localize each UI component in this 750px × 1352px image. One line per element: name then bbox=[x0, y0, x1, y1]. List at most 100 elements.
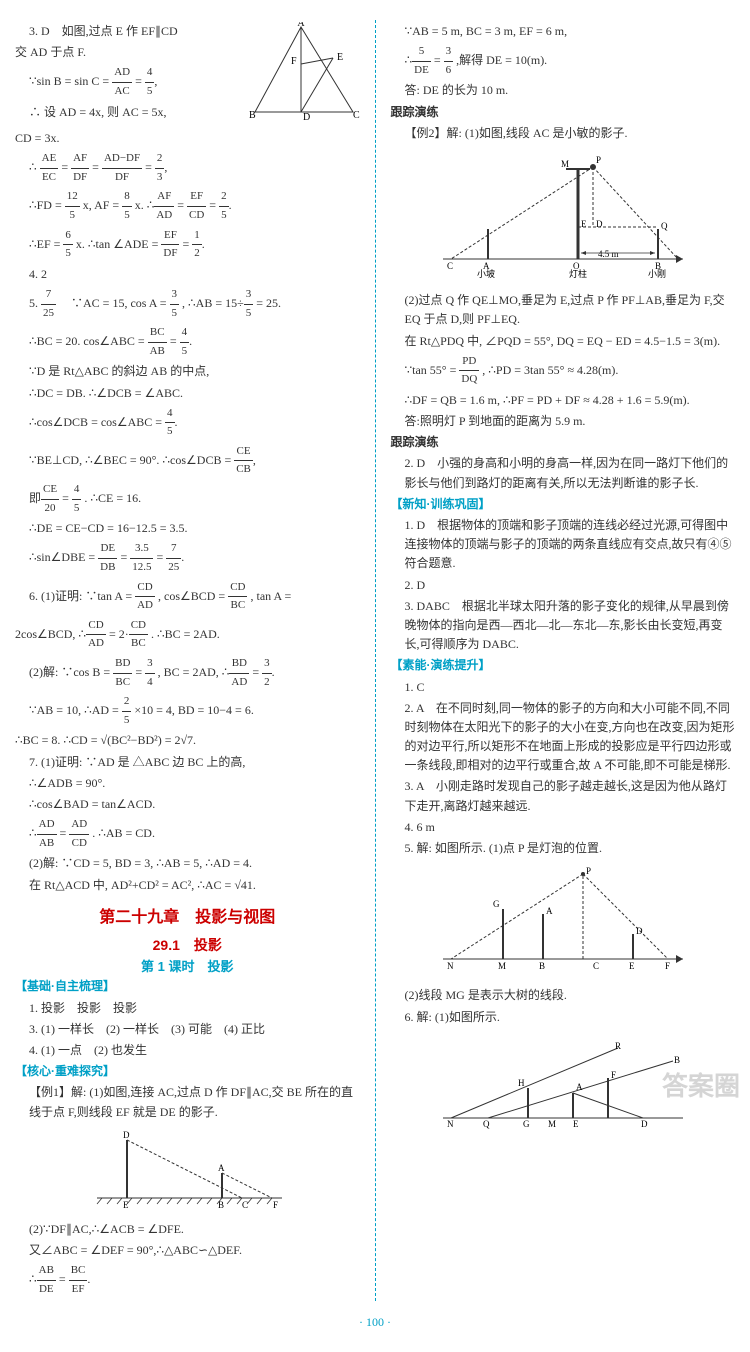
frac: ADAC bbox=[112, 64, 132, 100]
p7-l2: ∴∠ADB = 90°. bbox=[15, 774, 360, 793]
watermark: 答案圈 bbox=[662, 1066, 740, 1108]
base-label: 【基础·自主梳理】 bbox=[15, 977, 360, 996]
svg-text:P: P bbox=[596, 155, 601, 165]
p7-l3: ∴cos∠BAD = tan∠ACD. bbox=[15, 795, 360, 814]
p7-l4: ∴ADAB = ADCD . ∴AB = CD. bbox=[15, 816, 360, 852]
ex2-5: ∴DF = QB = 1.6 m, ∴PF = PD + DF ≈ 4.28 +… bbox=[391, 391, 736, 410]
frac: 45 bbox=[145, 64, 155, 100]
svg-text:A: A bbox=[218, 1163, 225, 1173]
svg-text:D: D bbox=[596, 219, 603, 229]
ex2-4: ∵tan 55° = PDDQ , ∴PD = 3tan 55° ≈ 4.28(… bbox=[391, 353, 736, 389]
svg-text:B: B bbox=[674, 1055, 680, 1065]
svg-text:E: E bbox=[581, 219, 587, 229]
p3-line6: ∴ AEEC = AFDF = AD−DFDF = 23, bbox=[15, 150, 360, 186]
p5-l5: ∴cos∠DCB = cos∠ABC = 45. bbox=[15, 405, 360, 441]
svg-text:M: M bbox=[561, 159, 569, 169]
pt-D: D bbox=[303, 112, 310, 122]
svg-text:F: F bbox=[665, 961, 670, 971]
ex1-2-l2: 又∠ABC = ∠DEF = 90°,∴△ABC∽△DEF. bbox=[15, 1241, 360, 1260]
p3-line8: ∴EF = 65 x. ∴tan ∠ADE = EFDF = 12. bbox=[15, 227, 360, 263]
svg-text:G: G bbox=[493, 899, 500, 909]
svg-text:小坡: 小坡 bbox=[477, 268, 495, 279]
svg-text:D: D bbox=[636, 926, 643, 936]
lamp-figure: M P C A O B E D Q 小坡 灯柱 小刚 4.5 m bbox=[391, 149, 736, 285]
svg-text:灯柱: 灯柱 bbox=[569, 268, 587, 279]
ex1-2-l3: ∴ABDE = BCEF. bbox=[15, 1262, 360, 1298]
svg-text:H: H bbox=[518, 1078, 525, 1088]
p7-l6: 在 Rt△ACD 中, AD²+CD² = AC², ∴AC = √41. bbox=[15, 876, 360, 895]
svg-text:小刚: 小刚 bbox=[648, 269, 666, 279]
svg-text:N: N bbox=[447, 961, 454, 971]
svg-text:E: E bbox=[123, 1200, 129, 1208]
triangle-figure: A B C D E F bbox=[245, 22, 360, 122]
b4: 4. (1) 一点 (2) 也发生 bbox=[15, 1041, 360, 1060]
svg-text:4.5 m: 4.5 m bbox=[598, 249, 619, 259]
p5-l7: 即CE20 = 45 . ∴CE = 16. bbox=[15, 481, 360, 517]
p7-l5: (2)解: ∵CD = 5, BD = 3, ∴AB = 5, ∴AD = 4. bbox=[15, 854, 360, 873]
svg-text:F: F bbox=[273, 1200, 278, 1208]
r2d: 2. D 小强的身高和小明的身高一样,因为在同一路灯下他们的影长与他们到路灯的距… bbox=[391, 454, 736, 492]
s5-2: (2)线段 MG 是表示大树的线段. bbox=[391, 986, 736, 1005]
track2: 跟踪演练 bbox=[391, 433, 736, 452]
column-divider bbox=[375, 20, 376, 1301]
p5-l2: ∴BC = 20. cos∠ABC = BCAB = 45. bbox=[15, 324, 360, 360]
svg-text:R: R bbox=[615, 1041, 621, 1051]
ex2: 【例2】解: (1)如图,线段 AC 是小敏的影子. bbox=[391, 124, 736, 143]
lesson-title: 第 1 课时 投影 bbox=[15, 957, 360, 978]
s5: 5. 解: 如图所示. (1)点 P 是灯泡的位置. bbox=[391, 839, 736, 858]
right-column: ∵AB = 5 m, BC = 3 m, EF = 6 m, ∴5DE = 36… bbox=[391, 20, 736, 1301]
svg-text:A: A bbox=[546, 906, 553, 916]
r3: 答: DE 的长为 10 m. bbox=[391, 81, 736, 100]
svg-text:Q: Q bbox=[661, 221, 668, 231]
p3-line7: ∴FD = 125 x, AF = 85 x. ∴AFAD = EFCD = 2… bbox=[15, 188, 360, 224]
p5-l9: ∴sin∠DBE = DEDB = 3.512.5 = 725. bbox=[15, 540, 360, 576]
track1: 跟踪演练 bbox=[391, 103, 736, 122]
b1: 1. 投影 投影 投影 bbox=[15, 999, 360, 1018]
r1: ∵AB = 5 m, BC = 3 m, EF = 6 m, bbox=[391, 22, 736, 41]
p6-l1: 6. (1)证明: ∵tan A = CDAD , cos∠BCD = CDBC… bbox=[15, 579, 360, 615]
section-number: 29.1 投影 bbox=[15, 934, 360, 956]
svg-text:F: F bbox=[611, 1070, 616, 1080]
pt-F: F bbox=[291, 56, 297, 67]
p6-l3: (2)解: ∵cos B = BDBC = 34 , BC = 2AD, ∴BD… bbox=[15, 655, 360, 691]
x3: 3. DABC 根据北半球太阳升落的影子变化的规律,从早晨到傍晚物体的指向是西—… bbox=[391, 597, 736, 655]
x2: 2. D bbox=[391, 576, 736, 595]
shadow-figure-1: D E F A B C bbox=[15, 1128, 360, 1214]
svg-text:M: M bbox=[498, 961, 506, 971]
svg-text:D: D bbox=[641, 1119, 648, 1129]
txt: ∵sin B = sin C = bbox=[29, 74, 112, 88]
svg-text:C: C bbox=[242, 1200, 248, 1208]
svg-text:C: C bbox=[593, 961, 599, 971]
ex2-6: 答:照明灯 P 到地面的距离为 5.9 m. bbox=[391, 412, 736, 431]
svg-text:E: E bbox=[573, 1119, 579, 1129]
svg-text:N: N bbox=[447, 1119, 454, 1129]
ex1-2-l1: (2)∵DF∥AC,∴∠ACB = ∠DFE. bbox=[15, 1220, 360, 1239]
p3-line5: CD = 3x. bbox=[15, 129, 360, 148]
chapter-title: 第二十九章 投影与视图 bbox=[15, 905, 360, 931]
x1: 1. D 根据物体的顶端和影子顶端的连线必经过光源,可得图中连接物体的顶端与影子… bbox=[391, 516, 736, 574]
svg-text:E: E bbox=[629, 961, 635, 971]
ex2-3: 在 Rt△PDQ 中, ∠PQD = 55°, DQ = EQ − ED = 4… bbox=[391, 332, 736, 351]
pt-A: A bbox=[297, 22, 305, 29]
p4: 4. 2 bbox=[15, 265, 360, 284]
su-label: 【素能·演练提升】 bbox=[391, 656, 736, 675]
core-label: 【核心·重难探究】 bbox=[15, 1062, 360, 1081]
left-column: A B C D E F 3. D 如图,过点 E 作 EF∥CD 交 AD 于点… bbox=[15, 20, 360, 1301]
svg-text:Q: Q bbox=[483, 1119, 490, 1129]
r2: ∴5DE = 36 ,解得 DE = 10(m). bbox=[391, 43, 736, 79]
svg-text:C: C bbox=[447, 261, 453, 271]
svg-text:B: B bbox=[218, 1200, 224, 1208]
s4: 4. 6 m bbox=[391, 818, 736, 837]
svg-text:M: M bbox=[548, 1119, 556, 1129]
p5-l8: ∴DE = CE−CD = 16−12.5 = 3.5. bbox=[15, 519, 360, 538]
b3: 3. (1) 一样长 (2) 一样长 (3) 可能 (4) 正比 bbox=[15, 1020, 360, 1039]
xin-label: 【新知·训练巩固】 bbox=[391, 495, 736, 514]
svg-text:P: P bbox=[586, 866, 591, 876]
p5-l3: ∵D 是 Rt△ABC 的斜边 AB 的中点, bbox=[15, 362, 360, 381]
p6-l4: ∵AB = 10, ∴AD = 25 ×10 = 4, BD = 10−4 = … bbox=[15, 693, 360, 729]
svg-text:D: D bbox=[123, 1130, 130, 1140]
p5-l1: 5. 725 ∵AC = 15, cos A = 35 , ∴AB = 15÷3… bbox=[15, 286, 360, 322]
ex1: 【例1】解: (1)如图,连接 AC,过点 D 作 DF∥AC,交 BE 所在的… bbox=[15, 1083, 360, 1121]
pt-B: B bbox=[249, 110, 256, 121]
p7-l1: 7. (1)证明: ∵AD 是 △ABC 边 BC 上的高, bbox=[15, 753, 360, 772]
